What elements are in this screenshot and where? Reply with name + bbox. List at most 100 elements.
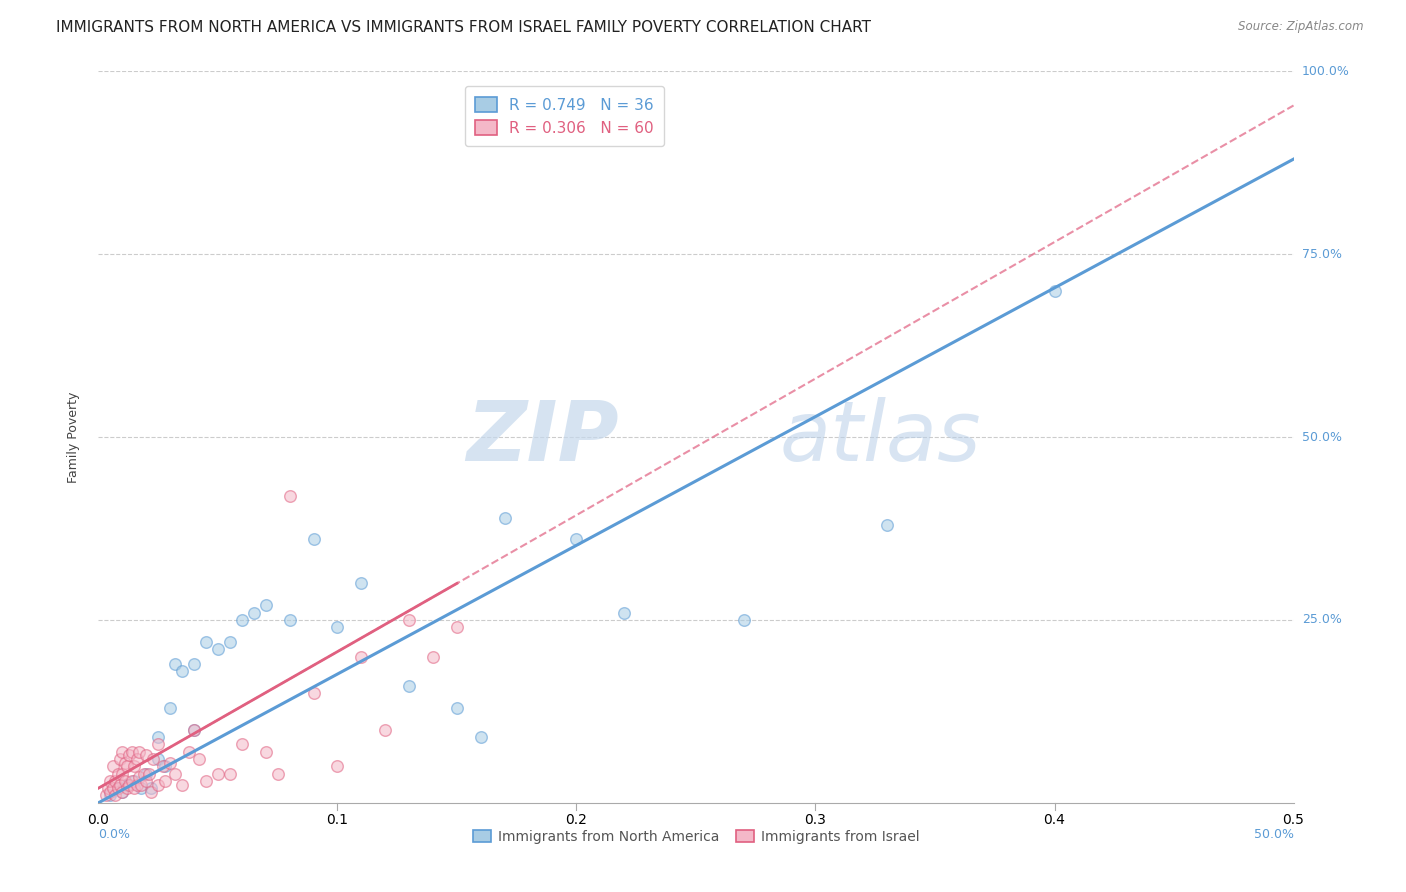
Point [278,489,301,503]
Point [114,773,136,788]
Point [107,781,129,796]
Point [350,649,373,664]
Point [135,766,157,780]
Point [108,778,131,792]
Point [207,642,229,657]
Point [135,748,157,763]
Point [131,778,153,792]
Text: ZIP: ZIP [465,397,619,477]
Point [155,759,177,773]
Point [114,756,136,770]
Point [124,759,146,773]
Point [876,517,898,532]
Point [183,723,205,737]
Point [172,664,194,678]
Y-axis label: Family Poverty: Family Poverty [67,392,80,483]
Point [97,781,120,796]
Point [121,745,143,759]
Point [101,759,124,773]
Point [446,620,468,634]
Text: IMMIGRANTS FROM NORTH AMERICA VS IMMIGRANTS FROM ISRAEL FAMILY POVERTY CORRELATI: IMMIGRANTS FROM NORTH AMERICA VS IMMIGRA… [56,20,872,35]
Point [125,778,148,792]
Point [243,606,266,620]
Point [124,781,146,796]
Point [398,613,420,627]
Point [1043,284,1066,298]
Point [179,745,201,759]
Point [733,613,755,627]
Point [111,785,134,799]
Point [565,533,588,547]
Point [121,773,143,788]
Point [148,737,170,751]
Point [267,766,290,780]
Text: 50.0%: 50.0% [1302,431,1341,443]
Point [470,730,492,744]
Point [98,789,122,803]
Point [132,766,155,780]
Text: 25.0%: 25.0% [1302,614,1341,626]
Point [142,752,165,766]
Point [111,785,134,799]
Point [350,576,373,591]
Point [231,613,253,627]
Point [302,533,325,547]
Point [107,766,129,780]
Text: 0.0%: 0.0% [98,828,131,841]
Point [101,781,124,796]
Point [163,766,186,780]
Point [125,752,148,766]
Point [422,649,444,664]
Point [139,781,162,796]
Point [231,737,253,751]
Point [98,785,122,799]
Point [104,789,127,803]
Point [148,752,170,766]
Point [128,745,150,759]
Point [219,635,242,649]
Point [111,745,134,759]
Point [111,766,134,780]
Point [107,781,129,796]
Text: 50.0%: 50.0% [1254,828,1294,841]
Point [183,723,205,737]
Legend: Immigrants from North America, Immigrants from Israel: Immigrants from North America, Immigrant… [465,822,927,851]
Point [148,730,170,744]
Point [98,773,122,788]
Point [94,789,117,803]
Point [195,773,218,788]
Text: Source: ZipAtlas.com: Source: ZipAtlas.com [1239,20,1364,33]
Point [278,613,301,627]
Point [446,700,468,714]
Point [254,599,277,613]
Point [148,778,170,792]
Point [159,756,181,770]
Text: 75.0%: 75.0% [1302,248,1341,260]
Point [195,635,218,649]
Point [172,778,194,792]
Point [115,778,138,792]
Point [131,781,153,796]
Point [115,759,138,773]
Point [159,700,181,714]
Point [138,766,160,780]
Point [613,606,636,620]
Point [118,778,141,792]
Point [115,781,138,796]
Point [104,773,127,788]
Point [152,759,174,773]
Point [326,759,349,773]
Point [163,657,186,671]
Point [118,748,141,763]
Point [155,773,177,788]
Point [108,752,131,766]
Point [183,657,205,671]
Point [254,745,277,759]
Point [398,679,420,693]
Point [494,510,516,524]
Point [374,723,396,737]
Point [187,752,209,766]
Text: 100.0%: 100.0% [1302,65,1350,78]
Point [128,770,150,784]
Point [207,766,229,780]
